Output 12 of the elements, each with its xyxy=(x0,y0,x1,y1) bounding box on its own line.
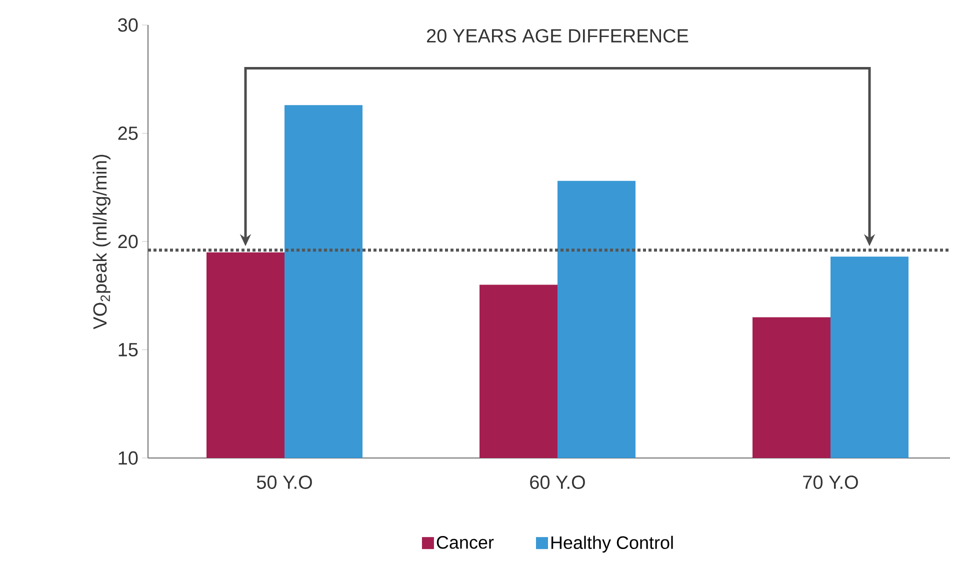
x-tick-label: 60 Y.O xyxy=(530,476,585,489)
y-tick-label: 30 xyxy=(118,18,138,32)
y-axis-title: VO$_{2}$peak (ml/kg/min) xyxy=(92,154,110,330)
annotation: 20 YEARS AGE DIFFERENCE xyxy=(427,29,688,43)
legend-label: Cancer xyxy=(436,536,494,549)
y-tick-label: 10 xyxy=(118,451,138,465)
y-tick-label: 15 xyxy=(118,343,138,356)
x-tick-label: 50 Y.O xyxy=(256,476,312,489)
y-tick-label: 25 xyxy=(118,126,138,140)
legend-label: Healthy Control xyxy=(551,536,673,553)
x-tick-label: 70 Y.O xyxy=(803,476,858,489)
y-tick-label: 20 xyxy=(118,234,138,248)
